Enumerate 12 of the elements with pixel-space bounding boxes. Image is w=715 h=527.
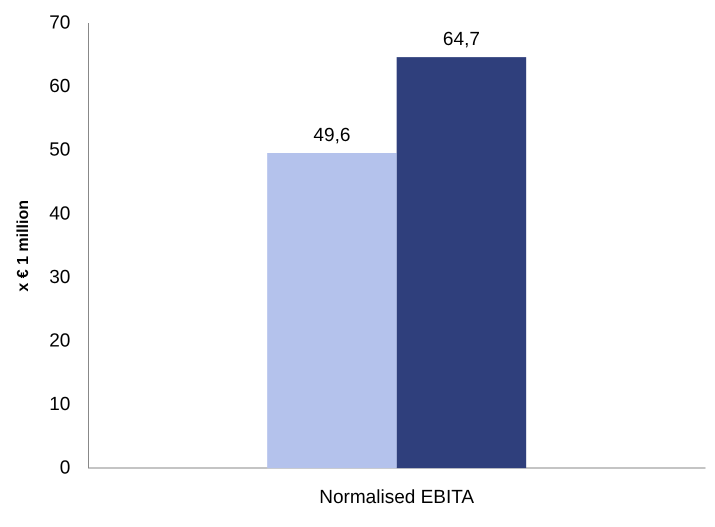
y-tick-label: 20 xyxy=(49,330,70,352)
data-label: 49,6 xyxy=(313,124,350,146)
y-tick-label: 70 xyxy=(49,12,70,34)
y-tick-label: 50 xyxy=(49,140,70,161)
y-tick-label: 30 xyxy=(49,266,70,288)
data-label: 64,7 xyxy=(442,28,480,50)
y-tick-label: 0 xyxy=(60,457,70,478)
x-tick-label: Normalised EBITA xyxy=(319,486,474,508)
y-tick-label: 60 xyxy=(49,76,70,98)
y-tick-label: 10 xyxy=(49,394,70,415)
y-axis-title: x € 1 million xyxy=(15,200,32,292)
y-tick-label: 40 xyxy=(49,203,70,224)
